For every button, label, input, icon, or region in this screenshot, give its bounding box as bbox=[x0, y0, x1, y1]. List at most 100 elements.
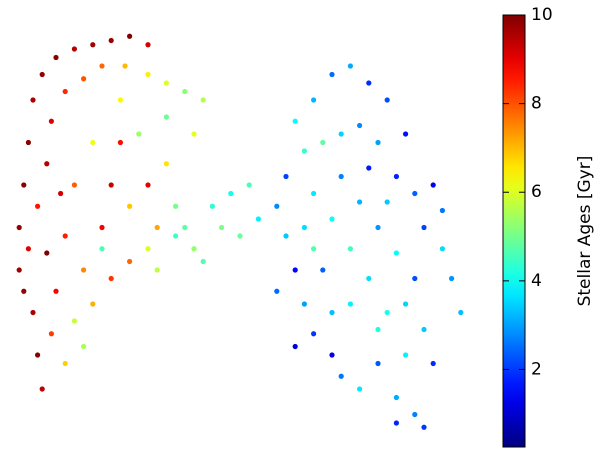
point bbox=[311, 190, 317, 197]
colorbar-tick-label: 2 bbox=[531, 359, 542, 379]
point bbox=[62, 233, 68, 239]
point bbox=[338, 173, 344, 180]
point bbox=[274, 288, 280, 294]
point bbox=[384, 97, 390, 103]
point bbox=[292, 343, 298, 350]
point bbox=[366, 275, 372, 282]
point bbox=[449, 275, 455, 282]
point bbox=[403, 352, 409, 358]
point bbox=[439, 246, 445, 252]
point bbox=[366, 165, 372, 171]
point bbox=[21, 288, 27, 294]
point bbox=[127, 33, 133, 39]
point bbox=[182, 88, 188, 95]
point bbox=[163, 161, 169, 167]
point bbox=[393, 250, 399, 256]
point bbox=[301, 224, 307, 231]
point bbox=[48, 331, 55, 337]
point bbox=[320, 139, 326, 146]
point bbox=[237, 233, 243, 239]
point bbox=[393, 173, 399, 180]
colorbar-tick-label: 8 bbox=[531, 94, 542, 114]
point bbox=[99, 63, 105, 69]
point bbox=[90, 301, 96, 307]
point bbox=[44, 161, 50, 167]
point bbox=[439, 207, 445, 214]
colorbar-tick-label: 6 bbox=[531, 182, 542, 202]
point bbox=[274, 203, 280, 209]
point bbox=[117, 97, 123, 103]
point bbox=[21, 182, 27, 188]
point bbox=[209, 203, 215, 209]
point bbox=[16, 224, 22, 231]
point bbox=[90, 139, 96, 146]
point bbox=[53, 288, 59, 294]
point bbox=[375, 326, 381, 333]
point bbox=[62, 88, 68, 95]
point bbox=[412, 190, 418, 197]
point bbox=[25, 139, 31, 146]
point bbox=[81, 343, 87, 350]
point bbox=[136, 131, 142, 137]
point bbox=[163, 114, 169, 120]
point bbox=[384, 199, 390, 205]
colorbar-tick-label: 4 bbox=[531, 271, 542, 291]
point bbox=[347, 301, 353, 307]
point bbox=[53, 54, 59, 61]
point bbox=[71, 318, 77, 324]
point bbox=[62, 360, 68, 367]
point bbox=[301, 301, 307, 307]
point bbox=[228, 190, 234, 197]
point bbox=[81, 267, 87, 273]
point bbox=[320, 267, 326, 273]
point bbox=[30, 309, 36, 316]
point bbox=[329, 71, 335, 78]
point bbox=[71, 46, 77, 52]
point bbox=[145, 246, 151, 252]
point bbox=[58, 190, 64, 197]
point bbox=[122, 63, 128, 69]
colorbar-tick-label: 10 bbox=[531, 5, 553, 25]
point bbox=[329, 216, 335, 222]
point bbox=[283, 233, 289, 239]
point bbox=[421, 326, 427, 333]
point bbox=[145, 42, 151, 48]
point bbox=[108, 182, 114, 188]
point bbox=[25, 246, 31, 252]
point bbox=[30, 97, 36, 103]
point bbox=[384, 309, 390, 316]
point bbox=[48, 118, 55, 124]
point bbox=[145, 182, 151, 188]
point bbox=[357, 122, 363, 129]
point bbox=[108, 37, 114, 44]
point bbox=[292, 118, 298, 124]
point bbox=[311, 246, 317, 252]
point bbox=[99, 224, 105, 231]
point bbox=[375, 224, 381, 231]
point bbox=[117, 139, 123, 146]
point bbox=[375, 139, 381, 146]
point bbox=[173, 233, 179, 239]
point bbox=[39, 386, 45, 392]
point bbox=[403, 301, 409, 307]
point bbox=[173, 203, 179, 209]
point bbox=[329, 309, 335, 316]
point bbox=[311, 97, 317, 103]
point bbox=[246, 182, 252, 188]
point bbox=[35, 352, 41, 358]
point bbox=[127, 203, 133, 209]
point bbox=[375, 360, 381, 367]
point bbox=[145, 71, 151, 78]
point bbox=[108, 275, 114, 282]
point bbox=[412, 275, 418, 282]
point bbox=[39, 71, 45, 78]
point bbox=[219, 224, 225, 231]
point bbox=[347, 246, 353, 252]
point bbox=[191, 131, 197, 137]
point bbox=[393, 420, 399, 426]
point bbox=[357, 199, 363, 205]
point bbox=[44, 250, 50, 256]
point bbox=[200, 258, 206, 265]
point bbox=[430, 360, 436, 367]
